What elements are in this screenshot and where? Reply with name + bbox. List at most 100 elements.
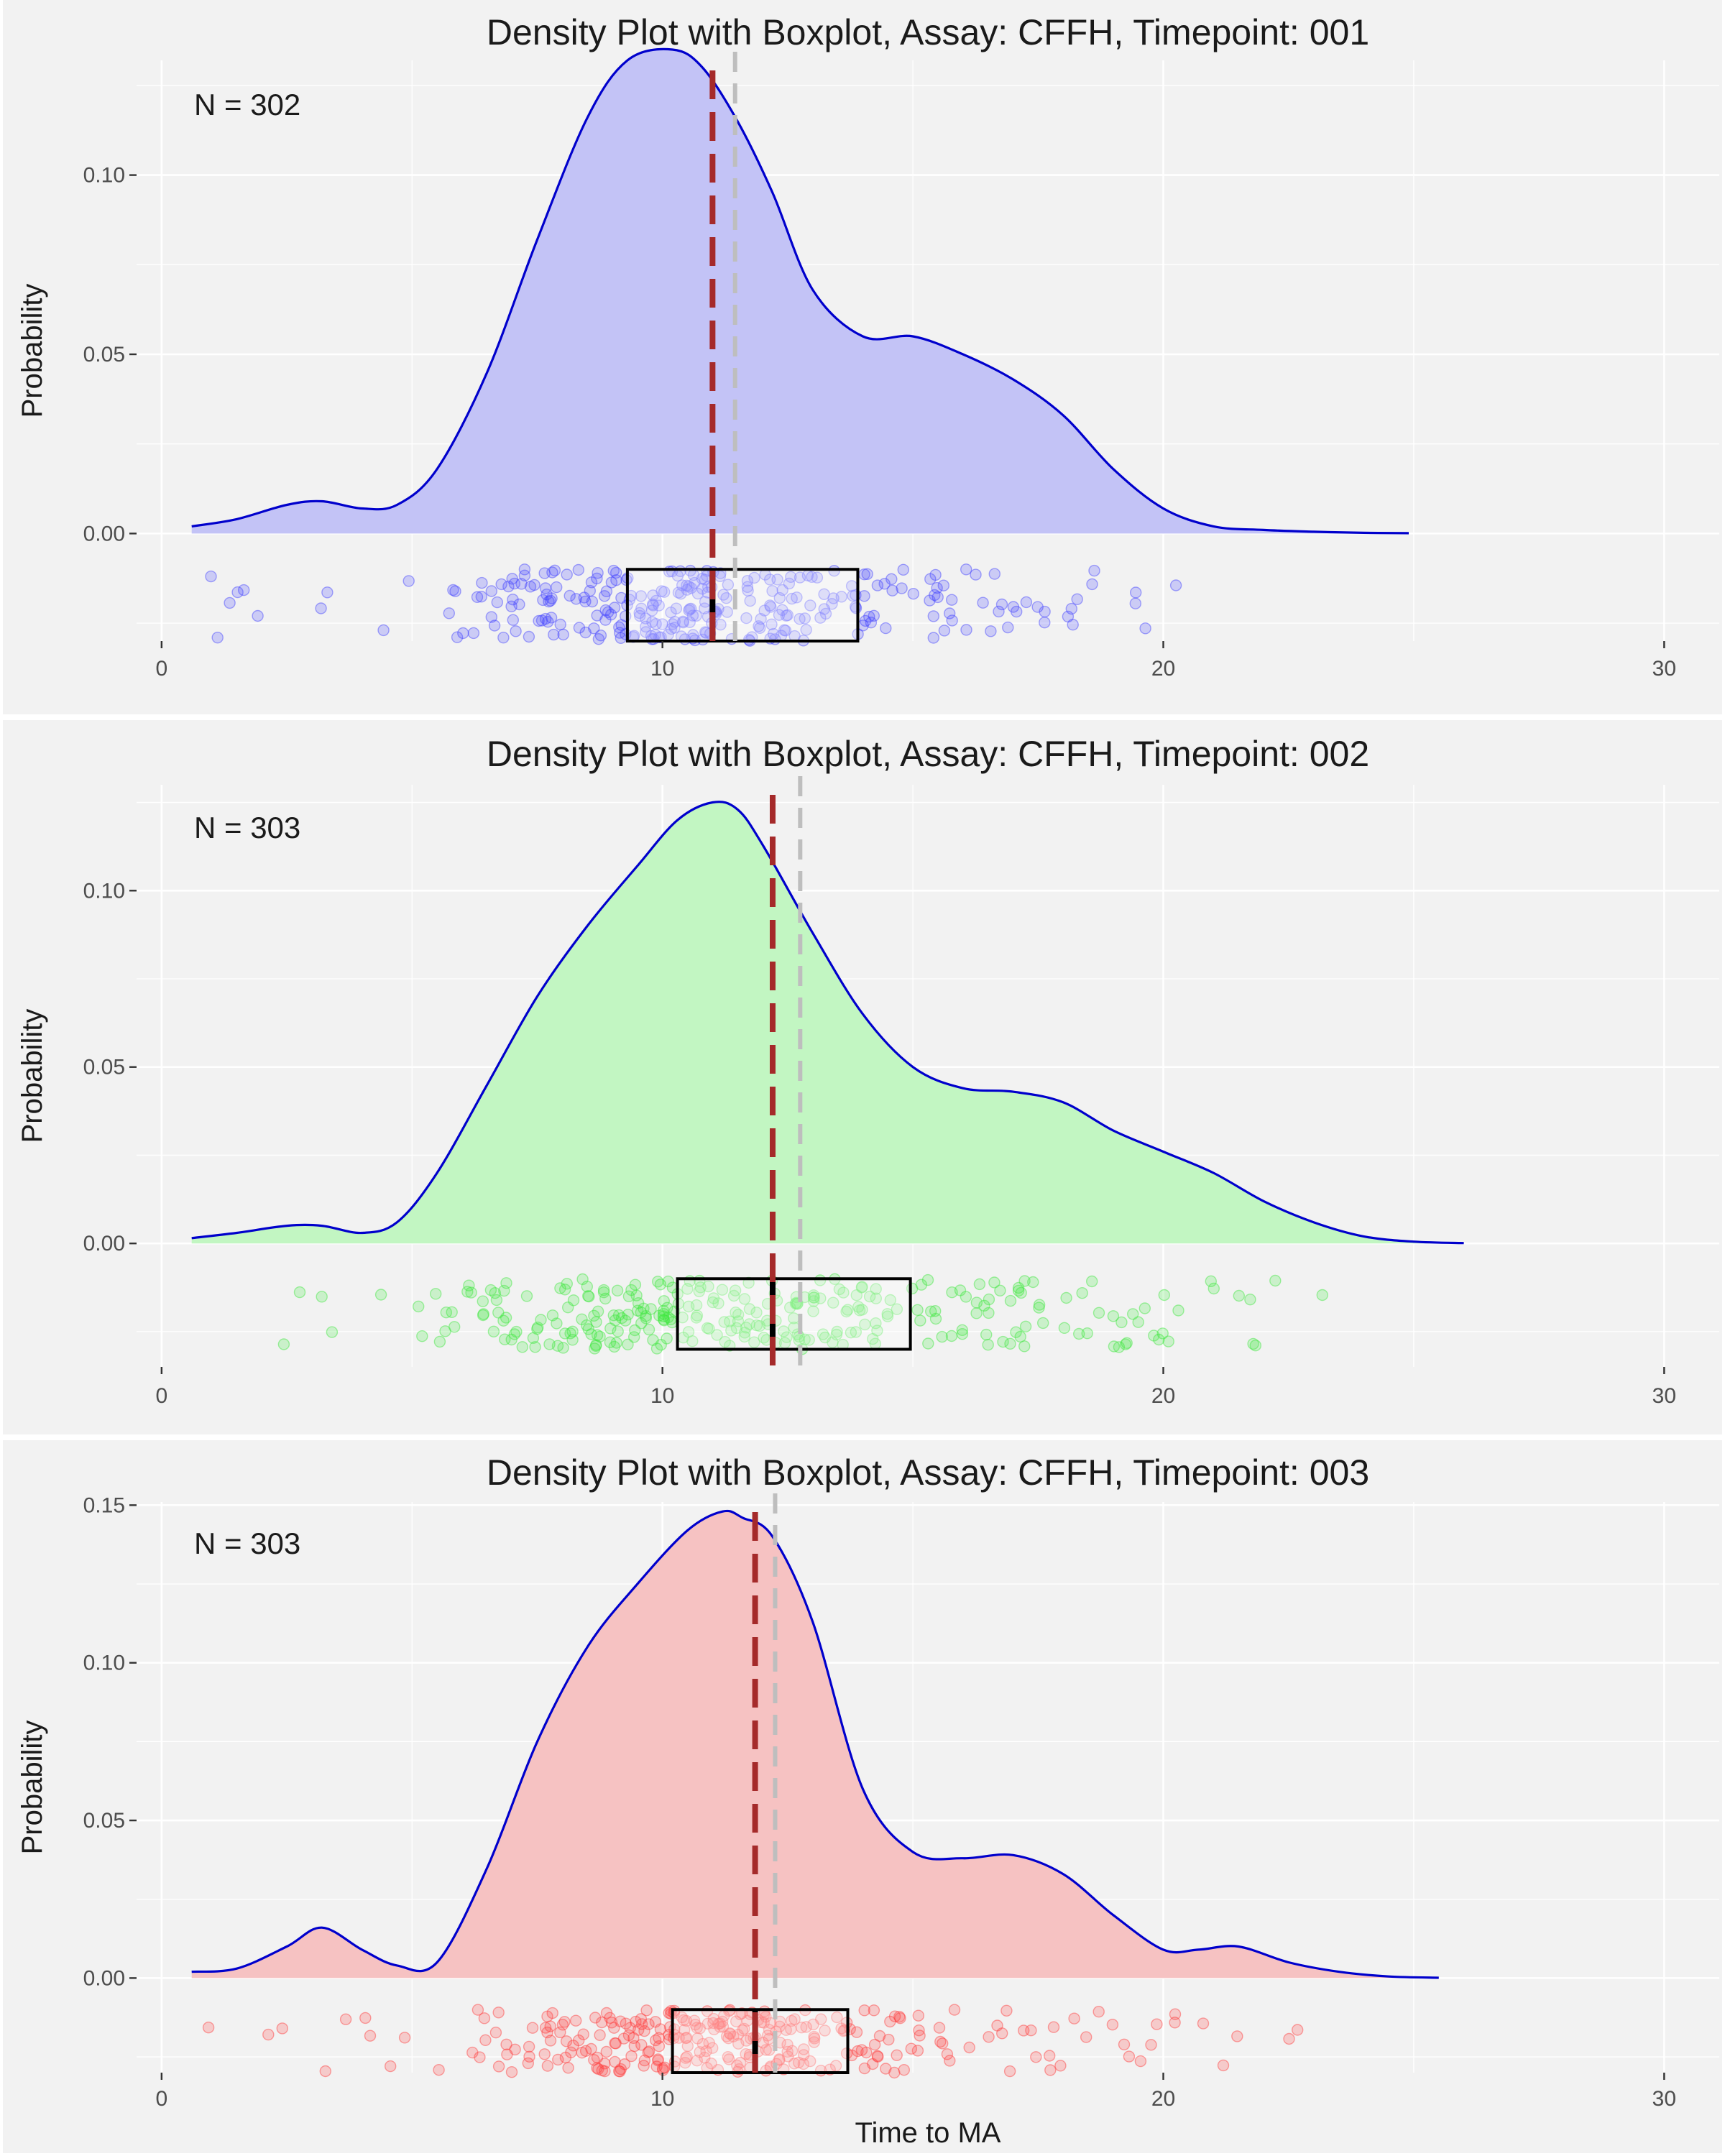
- jitter-point: [946, 1286, 958, 1299]
- jitter-point: [658, 1314, 671, 1327]
- jitter-point: [589, 1340, 602, 1352]
- jitter-point: [783, 577, 796, 590]
- jitter-point: [845, 1327, 857, 1339]
- jitter-point: [599, 2058, 611, 2070]
- jitter-point: [599, 2065, 611, 2078]
- jitter-point: [658, 2061, 671, 2073]
- jitter-point: [850, 1289, 863, 1302]
- jitter-point: [339, 2013, 352, 2025]
- jitter-point: [447, 584, 459, 596]
- jitter-point: [561, 568, 573, 581]
- y-tick-label: 0.15: [83, 1493, 125, 1517]
- jitter-point: [1107, 1310, 1120, 1322]
- jitter-point: [518, 563, 531, 576]
- jitter-point: [647, 599, 659, 612]
- jitter-point: [633, 607, 645, 619]
- jitter-point: [880, 622, 892, 635]
- jitter-point: [1018, 1340, 1031, 1353]
- jitter-point: [579, 2045, 592, 2057]
- jitter-point: [776, 584, 788, 596]
- jitter-point: [1071, 593, 1083, 605]
- y-tick-label: 0.00: [83, 1232, 125, 1256]
- jitter-point: [818, 588, 830, 600]
- jitter-point: [618, 2058, 631, 2070]
- jitter-point: [988, 1276, 1000, 1289]
- jitter-point: [678, 2014, 690, 2027]
- jitter-point: [495, 578, 507, 591]
- jitter-point: [855, 1281, 868, 1294]
- jitter-point: [852, 2045, 864, 2058]
- jitter-point: [691, 2055, 703, 2067]
- jitter-point: [858, 2062, 871, 2075]
- jitter-point: [716, 1284, 729, 1296]
- jitter-point: [522, 2057, 534, 2070]
- jitter-point: [546, 566, 558, 579]
- jitter-point: [872, 2050, 884, 2063]
- jitter-point: [551, 1340, 564, 1352]
- jitter-point: [500, 1277, 512, 1289]
- jitter-point: [682, 1326, 695, 1338]
- jitter-point: [609, 2037, 621, 2050]
- y-axis-label: Probability: [17, 1720, 48, 1855]
- jitter-point: [1062, 610, 1075, 623]
- jitter-point: [1244, 1294, 1256, 1306]
- jitter-point: [1217, 2059, 1230, 2072]
- jitter-point: [776, 604, 788, 616]
- jitter-point: [528, 579, 540, 591]
- jitter-point: [1086, 578, 1098, 591]
- jitter-point: [1017, 2024, 1030, 2037]
- jitter-point: [609, 1314, 622, 1327]
- jitter-point: [932, 591, 944, 604]
- jitter-point: [670, 602, 683, 614]
- jitter-point: [929, 589, 941, 602]
- jitter-point: [941, 2048, 954, 2060]
- jitter-point: [681, 2032, 693, 2044]
- jitter-point: [778, 1325, 790, 1337]
- jitter-point: [609, 2055, 621, 2068]
- jitter-point: [634, 609, 646, 622]
- jitter-point: [594, 630, 607, 642]
- jitter-point: [629, 1324, 641, 1337]
- jitter-point: [740, 612, 753, 625]
- jitter-point: [937, 579, 950, 591]
- jitter-point: [566, 1325, 579, 1337]
- jitter-point: [615, 1312, 628, 1325]
- jitter-point: [763, 2024, 776, 2036]
- jitter-point: [788, 2013, 801, 2025]
- jitter-point: [1058, 1322, 1071, 1334]
- sample-size-label: N = 303: [194, 1526, 300, 1560]
- jitter-point: [364, 2030, 377, 2042]
- jitter-point: [1116, 1316, 1128, 1329]
- jitter-point: [612, 1309, 625, 1322]
- density-curve: [191, 801, 1464, 1245]
- jitter-point: [1119, 1338, 1132, 1350]
- jitter-point: [1020, 596, 1033, 609]
- jitter-point: [778, 624, 791, 636]
- jitter-point: [977, 596, 989, 609]
- jitter-point: [742, 584, 754, 596]
- jitter-point: [640, 1310, 652, 1322]
- jitter-point: [833, 1283, 846, 1296]
- jitter-point: [694, 2046, 706, 2058]
- jitter-point: [650, 1342, 663, 1355]
- jitter-point: [702, 1280, 714, 1293]
- jitter-point: [608, 2022, 620, 2034]
- jitter-point: [782, 2050, 794, 2063]
- jitter-point: [1030, 2051, 1042, 2063]
- jitter-point: [855, 2044, 868, 2056]
- jitter-point: [994, 1284, 1006, 1296]
- jitter-point: [628, 2040, 640, 2053]
- jitter-point: [526, 2022, 539, 2034]
- jitter-point: [780, 609, 793, 622]
- jitter-point: [960, 563, 972, 576]
- jitter-point: [492, 2060, 505, 2073]
- jitter-point: [640, 1312, 652, 1325]
- jitter-point: [703, 1322, 715, 1335]
- jitter-point: [592, 2063, 604, 2076]
- jitter-point: [943, 607, 956, 619]
- density-curve: [191, 47, 1409, 535]
- jitter-point: [472, 2004, 484, 2016]
- jitter-point: [1197, 2017, 1210, 2030]
- jitter-point: [702, 2017, 714, 2030]
- jitter-point: [321, 586, 334, 599]
